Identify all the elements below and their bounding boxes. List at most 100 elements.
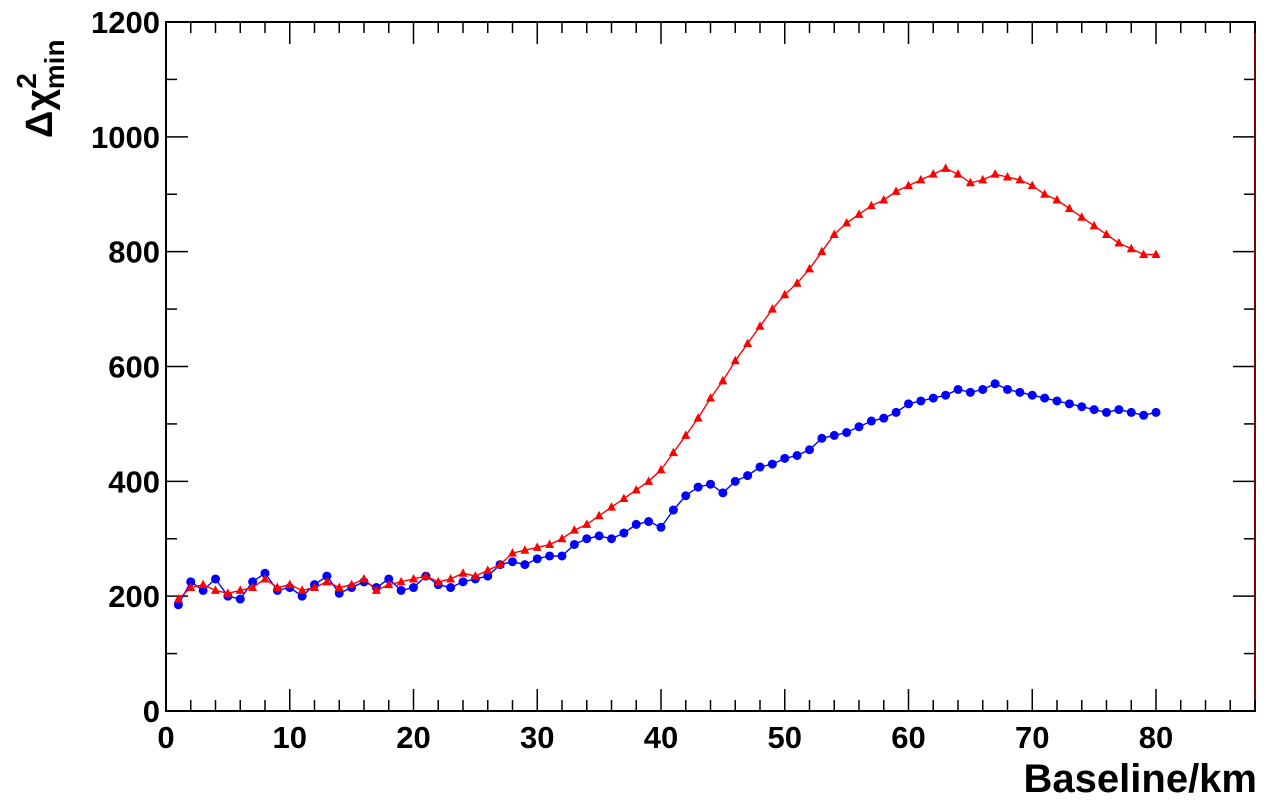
- y-axis-title-superscript: 2: [11, 73, 42, 89]
- data-point: [1064, 399, 1074, 409]
- data-point: [1003, 172, 1012, 181]
- y-axis-ticks: 0 200 400 600 800 1000 1200: [91, 5, 1255, 729]
- x-axis-title: Baseline/km: [1024, 757, 1257, 801]
- data-point: [594, 531, 604, 541]
- data-point: [792, 450, 802, 460]
- data-point: [928, 169, 938, 178]
- data-point: [458, 577, 468, 587]
- series-1: [173, 163, 1161, 603]
- data-point: [879, 194, 889, 204]
- data-point: [1089, 405, 1099, 415]
- data-point: [1126, 243, 1136, 253]
- data-point: [941, 163, 951, 172]
- data-point: [508, 557, 517, 567]
- data-point: [446, 573, 456, 583]
- data-point: [1151, 407, 1161, 417]
- data-point: [730, 476, 740, 486]
- data-point: [866, 200, 876, 210]
- data-point: [310, 582, 319, 592]
- data-point: [904, 180, 913, 190]
- data-point: [1040, 393, 1050, 403]
- data-point: [879, 413, 889, 423]
- data-point: [1040, 189, 1050, 198]
- data-point: [693, 413, 703, 422]
- data-point: [520, 560, 530, 570]
- data-point: [978, 384, 988, 394]
- x-tick-label: 0: [157, 720, 174, 755]
- x-tick-label: 30: [520, 720, 554, 755]
- data-point: [211, 585, 220, 594]
- data-point: [260, 568, 270, 578]
- data-point: [495, 559, 505, 569]
- y-tick-label: 1200: [91, 5, 160, 40]
- data-point: [891, 186, 901, 195]
- data-point: [322, 576, 332, 586]
- data-point: [1151, 249, 1161, 259]
- data-point: [545, 539, 555, 548]
- data-point: [347, 579, 357, 589]
- data-point: [916, 174, 926, 184]
- data-point: [1003, 384, 1012, 394]
- y-axis-title-symbol: Δχ: [19, 89, 61, 138]
- data-point: [953, 384, 963, 394]
- data-point: [829, 229, 839, 238]
- data-point: [1052, 194, 1062, 204]
- x-tick-label: 50: [768, 720, 802, 755]
- data-point: [829, 430, 839, 440]
- data-point: [730, 355, 740, 365]
- data-point: [1052, 396, 1062, 406]
- data-point: [1102, 407, 1111, 417]
- data-point: [656, 464, 666, 474]
- data-point: [557, 551, 567, 561]
- data-point: [619, 493, 629, 503]
- data-point: [421, 571, 431, 580]
- data-point: [384, 574, 394, 584]
- data-point: [371, 585, 381, 594]
- data-point: [743, 338, 753, 348]
- data-point: [854, 422, 864, 432]
- data-point: [1015, 387, 1025, 397]
- data-point: [1114, 405, 1124, 415]
- data-point: [619, 528, 629, 538]
- y-axis-title-subscript: min: [39, 39, 70, 89]
- data-point: [693, 482, 703, 492]
- data-point: [384, 579, 394, 589]
- data-point: [223, 588, 233, 597]
- data-point: [186, 577, 196, 587]
- data-point: [668, 447, 678, 457]
- data-point: [965, 177, 975, 187]
- data-point: [458, 568, 468, 577]
- data-point: [1064, 203, 1074, 213]
- data-point: [446, 583, 456, 593]
- data-point: [433, 576, 443, 586]
- data-point: [755, 321, 765, 330]
- data-point: [990, 379, 1000, 389]
- x-tick-label: 60: [891, 720, 925, 755]
- data-point: [186, 582, 196, 592]
- data-point: [594, 510, 604, 520]
- data-point: [409, 573, 418, 583]
- data-point: [285, 579, 295, 589]
- x-tick-label: 20: [396, 720, 430, 755]
- data-point: [891, 407, 901, 417]
- data-point: [681, 491, 691, 501]
- x-tick-label: 70: [1015, 720, 1049, 755]
- data-point: [631, 484, 641, 494]
- data-point: [1027, 180, 1037, 190]
- data-point: [322, 571, 332, 581]
- data-point: [978, 174, 988, 184]
- y-axis-title: Δχ2min: [11, 39, 70, 138]
- data-point: [916, 396, 926, 406]
- data-point: [631, 519, 641, 529]
- data-point: [260, 573, 270, 583]
- data-point: [607, 534, 616, 544]
- data-point: [359, 573, 369, 583]
- data-point: [569, 539, 579, 549]
- data-point: [805, 445, 814, 455]
- x-tick-label: 80: [1139, 720, 1173, 755]
- series-line: [177, 167, 1156, 600]
- data-point: [248, 582, 258, 592]
- data-point: [1077, 402, 1087, 412]
- data-point: [334, 582, 344, 592]
- series-line: [177, 382, 1157, 606]
